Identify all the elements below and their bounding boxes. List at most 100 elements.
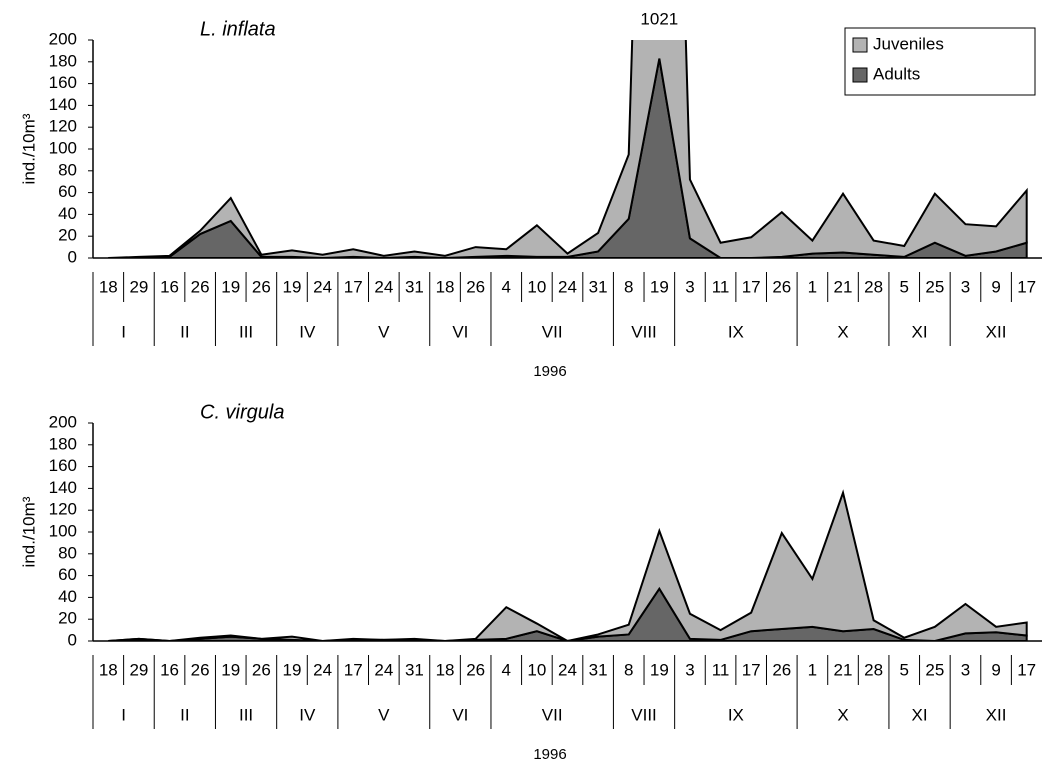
x-tick-label: 26: [191, 277, 210, 296]
x-tick-label: 24: [313, 660, 332, 679]
x-axis-label: 1996: [533, 363, 566, 380]
y-tick-label: 0: [68, 247, 77, 266]
x-tick-label: 11: [712, 277, 730, 296]
group-label: XII: [986, 705, 1007, 724]
legend-box: [844, 27, 1036, 96]
x-tick-label: 19: [650, 277, 669, 296]
x-tick-label: 10: [527, 277, 546, 296]
x-tick-label: 25: [925, 660, 944, 679]
legend-label: Adults: [873, 64, 920, 83]
plot-area: [108, 489, 1028, 641]
y-tick-label: 180: [49, 51, 77, 70]
y-tick-label: 200: [49, 29, 77, 48]
y-tick-label: 180: [49, 434, 77, 453]
x-tick-label: 1: [808, 277, 817, 296]
x-tick-label: 31: [589, 660, 608, 679]
x-tick-label: 19: [283, 660, 302, 679]
x-tick-label: 17: [742, 277, 761, 296]
y-tick-label: 80: [58, 160, 77, 179]
x-tick-label: 18: [99, 277, 118, 296]
x-tick-label: 1: [808, 660, 817, 679]
x-tick-label: 3: [961, 277, 970, 296]
x-tick-label: 21: [834, 277, 853, 296]
x-tick-label: 26: [466, 660, 485, 679]
group-label: XI: [912, 705, 928, 724]
chart-title: L. inflata: [200, 18, 276, 40]
annotation: 1021: [640, 9, 678, 28]
x-axis-label: 1996: [533, 746, 566, 763]
x-tick-label: 24: [558, 277, 577, 296]
x-tick-label: 26: [252, 277, 271, 296]
x-tick-label: 8: [624, 660, 633, 679]
y-tick-label: 140: [49, 478, 77, 497]
plot-area: [108, 40, 1028, 258]
x-tick-label: 29: [129, 277, 148, 296]
x-tick-label: 24: [374, 660, 393, 679]
y-tick-label: 100: [49, 138, 77, 157]
legend-label: Juveniles: [873, 34, 944, 53]
group-label: VIII: [631, 705, 657, 724]
group-label: I: [121, 705, 126, 724]
y-tick-label: 40: [58, 204, 77, 223]
group-label: VI: [452, 705, 468, 724]
area: [108, 40, 1028, 258]
x-tick-label: 19: [283, 277, 302, 296]
x-tick-label: 31: [405, 277, 424, 296]
x-tick-label: 3: [685, 277, 694, 296]
x-tick-label: 17: [742, 660, 761, 679]
group-label: XI: [912, 322, 928, 341]
x-tick-label: 18: [436, 277, 455, 296]
group-label: IV: [299, 322, 316, 341]
area: [108, 489, 1028, 641]
x-tick-label: 9: [991, 277, 1000, 296]
group-label: I: [121, 322, 126, 341]
x-tick-label: 16: [160, 277, 179, 296]
group-label: III: [239, 322, 253, 341]
x-tick-label: 21: [834, 660, 853, 679]
x-tick-label: 9: [991, 660, 1000, 679]
x-tick-label: 31: [589, 277, 608, 296]
x-tick-label: 17: [1017, 660, 1036, 679]
x-tick-label: 28: [864, 277, 883, 296]
x-tick-label: 24: [313, 277, 332, 296]
x-tick-label: 16: [160, 660, 179, 679]
x-tick-label: 18: [99, 660, 118, 679]
y-tick-label: 40: [58, 587, 77, 606]
x-tick-label: 17: [344, 660, 363, 679]
y-axis-label: ind./10m³: [19, 113, 38, 184]
y-tick-label: 20: [58, 609, 77, 628]
x-tick-label: 4: [502, 277, 511, 296]
x-tick-label: 3: [685, 660, 694, 679]
y-axis-label: ind./10m³: [19, 496, 38, 567]
legend-swatch: [852, 67, 868, 83]
y-tick-label: 200: [49, 412, 77, 431]
y-tick-label: 80: [58, 543, 77, 562]
chart-title: C. virgula: [200, 401, 284, 423]
group-label: VI: [452, 322, 468, 341]
group-label: II: [180, 322, 189, 341]
y-tick-label: 100: [49, 521, 77, 540]
x-tick-label: 25: [925, 277, 944, 296]
y-tick-label: 120: [49, 117, 77, 136]
group-label: XII: [986, 322, 1007, 341]
x-tick-label: 18: [436, 660, 455, 679]
x-tick-label: 5: [900, 277, 909, 296]
x-tick-label: 26: [466, 277, 485, 296]
group-label: V: [378, 322, 390, 341]
x-tick-label: 28: [864, 660, 883, 679]
group-label: V: [378, 705, 390, 724]
x-tick-label: 19: [221, 277, 240, 296]
y-tick-label: 160: [49, 73, 77, 92]
y-tick-label: 60: [58, 565, 77, 584]
x-tick-label: 26: [252, 660, 271, 679]
x-tick-label: 11: [712, 660, 730, 679]
group-label: X: [837, 322, 848, 341]
y-tick-label: 0: [68, 630, 77, 649]
x-tick-label: 5: [900, 660, 909, 679]
x-tick-label: 24: [374, 277, 393, 296]
x-tick-label: 31: [405, 660, 424, 679]
x-tick-label: 29: [129, 660, 148, 679]
x-tick-label: 4: [502, 660, 511, 679]
x-tick-label: 8: [624, 277, 633, 296]
group-label: IX: [728, 705, 744, 724]
